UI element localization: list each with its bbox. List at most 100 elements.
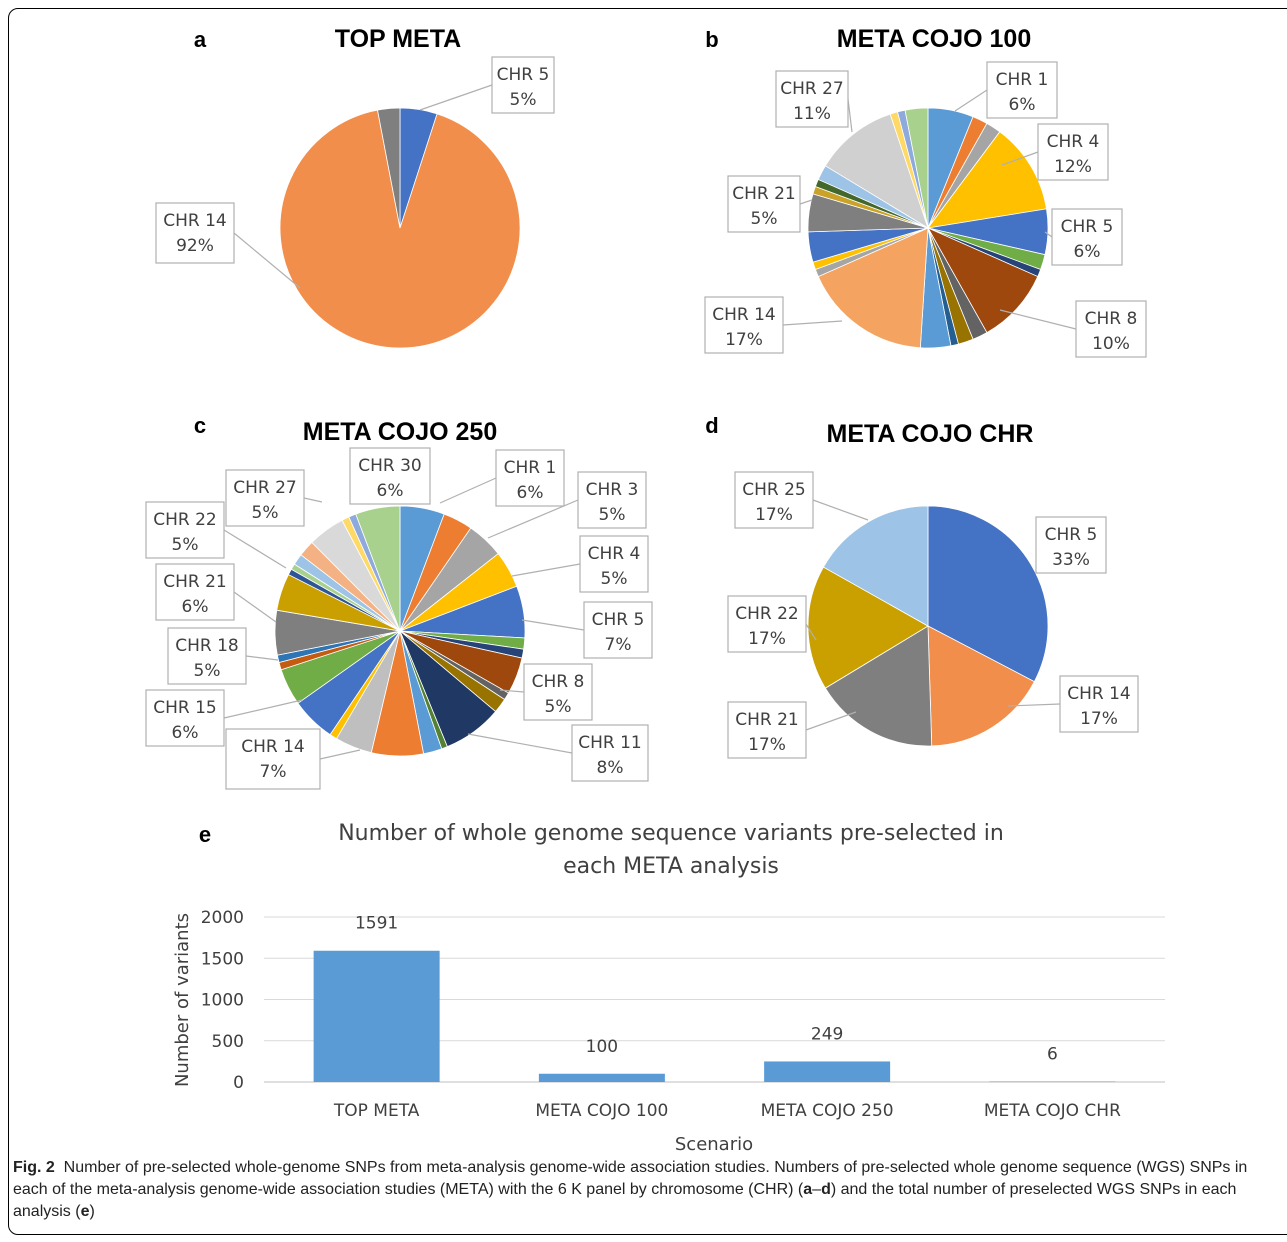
pie-c-callout-value-chr1: 6% [517, 483, 544, 503]
pie-b-leader-chr21 [799, 199, 813, 205]
pie-b-callout-value-chr14: 17% [725, 330, 763, 350]
pie-c-leader-chr1 [439, 477, 497, 504]
pie-b-callout-box-chr8 [1075, 300, 1147, 358]
pie-a-callout-value-chr5: 5% [510, 90, 537, 110]
chart-title-e-line2: each META analysis [563, 854, 779, 879]
pie-c-callout-value-chr14: 7% [260, 762, 287, 782]
pie-c-callout-box-chr3 [577, 471, 647, 529]
bar-meta-cojo-100 [538, 1073, 665, 1082]
pie-b-slice-chr8 [927, 227, 1039, 334]
pie-b-callout-box-chr14 [704, 296, 784, 354]
pie-d-callout-label-chr14: CHR 14 [1067, 684, 1131, 704]
pie-c-callout-box-chr8 [523, 663, 593, 721]
pie-c-callout-box-chr5 [583, 601, 653, 659]
pie-c-callout-label-chr8: CHR 8 [532, 672, 585, 692]
bar-ytick-label-500: 500 [212, 1032, 244, 1052]
pie-c-callout-value-chr8: 5% [545, 697, 572, 717]
pie-b-leader-chr5 [1044, 231, 1053, 238]
pie-a-slices [279, 107, 521, 349]
bar-category-label-meta-cojo-100: META COJO 100 [535, 1101, 668, 1121]
pie-d-leader-chr14 [1007, 703, 1061, 707]
pie-a-callout-label-chr14: CHR 14 [163, 211, 227, 231]
pie-b-callout-box-chr4 [1037, 123, 1109, 181]
pie-b-callout-value-chr5: 6% [1074, 242, 1101, 262]
pie-c-callout-value-chr3: 5% [599, 505, 626, 525]
chart-title-e-line1: Number of whole genome sequence variants… [338, 821, 1004, 846]
pie-b-callout-label-chr4: CHR 4 [1047, 132, 1100, 152]
pie-c-callout-box-chr21 [155, 563, 235, 621]
pie-c-callout-label-chr21: CHR 21 [163, 572, 227, 592]
pie-b-slice-chr14 [817, 227, 929, 349]
pie-c-callout-label-chr18: CHR 18 [175, 636, 239, 656]
pie-c-callout-label-chr3: CHR 3 [586, 480, 639, 500]
pie-c-leader-chr14 [319, 749, 361, 760]
pie-b-callout-value-chr4: 12% [1054, 157, 1092, 177]
pie-d-slices [807, 505, 1049, 747]
pie-c-callout-box-chr22 [145, 501, 225, 559]
pie-b-callout-box-chr5 [1051, 208, 1123, 266]
figure-caption: Fig. 2 Number of pre-selected whole-geno… [13, 1157, 1275, 1223]
pie-c-leader-chr15 [223, 699, 303, 719]
caption-dash: – [812, 1181, 822, 1198]
bar-value-label-meta-cojo-100: 100 [586, 1037, 618, 1057]
pie-d-callout-box-chr21 [727, 701, 807, 759]
pie-c-slice-chr30 [355, 505, 401, 632]
pie-a-callout-value-chr14: 92% [176, 236, 214, 256]
chart-title-a: TOP META [335, 25, 461, 53]
pie-c-callout-value-chr4: 5% [601, 569, 628, 589]
pie-c-callout-box-chr14 [225, 728, 321, 790]
pie-d-callout-value-chr14: 17% [1080, 709, 1118, 729]
caption-bold-d: d [821, 1181, 831, 1198]
pie-a-leader-chr5 [419, 84, 493, 111]
pie-d-callout-label-chr22: CHR 22 [735, 604, 799, 624]
figure-frame [8, 8, 1287, 1235]
pie-c-callout-value-chr27: 5% [252, 503, 279, 523]
bar-value-label-top-meta: 1591 [355, 914, 398, 934]
pie-c-leader-chr11 [467, 733, 573, 754]
pie-c-callout-box-chr30 [349, 447, 431, 505]
caption-fig-label: Fig. 2 [13, 1159, 55, 1176]
pie-b-leader-chr14 [782, 320, 843, 326]
chart-title-d: META COJO CHR [827, 420, 1034, 448]
bar-ytick-label-1000: 1000 [201, 991, 244, 1011]
panel-letter-d: d [705, 413, 718, 438]
panel-letter-b: b [705, 27, 718, 52]
pie-b-callout-label-chr27: CHR 27 [780, 79, 844, 99]
pie-b-callout-label-chr5: CHR 5 [1061, 217, 1114, 237]
pie-c-callout-box-chr15 [145, 689, 225, 747]
caption-bold-a: a [803, 1181, 813, 1198]
pie-c-leader-chr8 [499, 689, 525, 693]
pie-b-leader-chr1 [954, 89, 988, 112]
caption-bold-e: e [80, 1203, 90, 1220]
pie-a-leader-chr14 [233, 232, 301, 289]
pie-c-leader-chr22 [223, 529, 287, 569]
pie-a-slice-2 [377, 107, 401, 229]
pie-c-leader-chr4 [511, 563, 581, 577]
pie-c-callout-box-chr4 [579, 535, 649, 593]
pie-c-slices [274, 505, 526, 757]
pie-c-callout-box-chr1 [495, 449, 565, 507]
pie-a-callout-box-chr14 [155, 202, 235, 264]
bar-top-meta [313, 950, 440, 1082]
pie-b-callout-label-chr14: CHR 14 [712, 305, 776, 325]
pie-d-slice-chr14 [927, 625, 1035, 747]
panel-letter-e: e [199, 822, 211, 847]
pie-a-slice-chr14 [279, 109, 521, 349]
pie-b-slice-chr4 [927, 131, 1047, 229]
pie-c-callout-box-chr27 [225, 469, 305, 527]
pie-d-leader-chr22 [805, 623, 817, 641]
pie-d-callout-value-chr25: 17% [755, 505, 793, 525]
pie-b-callout-value-chr8: 10% [1092, 334, 1130, 354]
pie-d-leader-chr21 [805, 711, 857, 731]
pie-b-callout-box-chr1 [986, 61, 1058, 119]
pie-b-slice-23 [904, 107, 929, 229]
pie-b-callout-value-chr27: 11% [793, 104, 831, 124]
pie-c-leader-chr18 [245, 655, 279, 661]
pie-d-slice-chr21 [824, 625, 933, 747]
pie-c-leader-chr3 [487, 499, 579, 539]
bar-meta-cojo-chr [989, 1081, 1116, 1083]
pie-d-callout-label-chr5: CHR 5 [1045, 525, 1098, 545]
pie-c-callout-label-chr14: CHR 14 [241, 737, 305, 757]
pie-c-callout-label-chr27: CHR 27 [233, 478, 297, 498]
